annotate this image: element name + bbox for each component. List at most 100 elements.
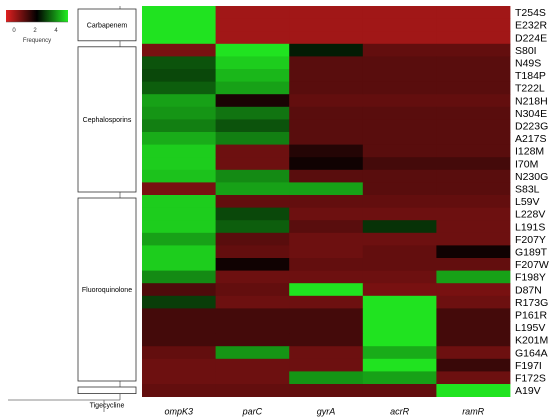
heatmap-cell-n49s-acrr [362,56,437,70]
heatmap-cell-d223g-gyra [289,119,364,133]
row-label: S80I [515,45,537,57]
heatmap-cell-e232r-ompk3 [142,18,216,32]
heatmap-cell-f198y-ramr [436,270,511,284]
heatmap-cell-n218h-parc [215,94,290,108]
heatmap-cell-s80i-ompk3 [142,43,216,57]
heatmap-cell-t254s-ompk3 [142,6,216,19]
heatmap-cell-k201m-parc [215,333,290,347]
row-label: A217S [515,133,547,145]
row-label: F207Y [515,234,546,246]
heatmap-cell-f197i-ompk3 [142,358,216,372]
row-label: F172S [515,373,546,385]
heatmap-cell-g189t-gyra [289,245,364,259]
heatmap-cell-r173g-acrr [362,295,437,309]
heatmap-cell-f207y-acrr [362,232,437,246]
heatmap-cell-t254s-ramr [436,6,511,19]
heatmap-cell-e232r-gyra [289,18,364,32]
heatmap-cell-f172s-acrr [362,371,437,385]
heatmap-cell-a19v-gyra [289,384,364,397]
heatmap-cell-g189t-parc [215,245,290,259]
heatmap-cell-f172s-gyra [289,371,364,385]
heatmap-cell-t222l-gyra [289,81,364,95]
heatmap-cell-s80i-gyra [289,43,364,57]
heatmap-cell-l191s-ompk3 [142,220,216,234]
row-label: I128M [515,146,544,158]
heatmap-cell-f197i-parc [215,358,290,372]
column-label: ompK3 [165,407,194,417]
row-label: E232R [515,20,548,32]
row-label: G164A [515,347,548,359]
heatmap-cell-l195v-gyra [289,321,364,334]
row-label: F207W [515,259,549,271]
heatmap-cell-f207y-gyra [289,232,364,246]
heatmap-cell-d223g-ompk3 [142,119,216,133]
heatmap-cell-l191s-acrr [362,220,437,234]
group-label: Tigecycline [90,403,125,410]
group-bracket-fluoroquinolone [77,197,137,382]
heatmap-cell-i70m-gyra [289,157,364,171]
heatmap-cell-d224e-gyra [289,31,364,45]
row-label: L195V [515,322,545,334]
heatmap-cell-a19v-ramr [436,384,511,397]
heatmap-cell-n218h-acrr [362,94,437,108]
heatmap-cell-g164a-ompk3 [142,346,216,360]
group-label: Fluoroquinolone [82,287,132,294]
heatmap-cell-t254s-gyra [289,6,364,19]
heatmap-cell-n218h-ramr [436,94,511,108]
heatmap-cell-f207y-ramr [436,232,511,246]
heatmap-cell-n304e-gyra [289,106,364,120]
row-label: D224E [515,32,547,44]
group-label: Cephalosporins [83,117,132,124]
heatmap-cell-i70m-ramr [436,157,511,171]
heatmap-cell-a217s-gyra [289,132,364,145]
group-bracket-carbapenem [77,8,137,42]
row-label: G189T [515,247,548,259]
heatmap-cell-g164a-gyra [289,346,364,360]
heatmap-cell-l228v-parc [215,207,290,221]
heatmap-cell-t184p-ompk3 [142,69,216,82]
heatmap-cell-s80i-parc [215,43,290,57]
row-label: D223G [515,121,548,133]
heatmap-cell-n49s-gyra [289,56,364,70]
column-labels: ompK3 parC gyrA acrR ramR [165,407,485,417]
heatmap-cell-i128m-parc [215,144,290,158]
heatmap-cell-n304e-parc [215,106,290,120]
heatmap-cell-p161r-parc [215,308,290,322]
heatmap-cell-i128m-ramr [436,144,511,158]
legend-tick-4: 4 [54,28,58,34]
heatmap-cell-g189t-ramr [436,245,511,259]
heatmap-cell-f198y-acrr [362,270,437,284]
column-label: acrR [390,407,410,417]
heatmap-cell-s83l-ramr [436,182,511,196]
heatmap-cell-k201m-acrr [362,333,437,347]
heatmap-cell-d87n-gyra [289,283,364,297]
heatmap-cell-d223g-acrr [362,119,437,133]
color-key-legend: 0 2 4 Frequency [6,10,68,44]
heatmap-cell-n304e-ramr [436,106,511,120]
row-label: L59V [515,196,540,208]
heatmap-cell-d224e-ompk3 [142,31,216,45]
heatmap-cell-n230g-gyra [289,169,364,183]
heatmap-cell-t222l-ramr [436,81,511,95]
heatmap-cell-p161r-ompk3 [142,308,216,322]
heatmap-cell-a19v-ompk3 [142,384,216,397]
heatmap-cell-f198y-gyra [289,270,364,284]
heatmap-cell-d223g-ramr [436,119,511,133]
row-label: T222L [515,83,545,95]
legend-label: Frequency [23,38,51,44]
heatmap-cell-f197i-acrr [362,358,437,372]
heatmap-cell-s83l-parc [215,182,290,196]
heatmap-cell-g164a-acrr [362,346,437,360]
heatmap-cell-n304e-ompk3 [142,106,216,120]
heatmap-cell-s80i-acrr [362,43,437,57]
heatmap-cell-l59v-ompk3 [142,195,216,208]
heatmap-cell-n218h-gyra [289,94,364,108]
heatmap-cell-r173g-ramr [436,295,511,309]
heatmap-cell-e232r-ramr [436,18,511,32]
row-label: N230G [515,171,548,183]
heatmap-cell-n49s-ompk3 [142,56,216,70]
heatmap-cell-l59v-ramr [436,195,511,208]
heatmap-cell-i128m-ompk3 [142,144,216,158]
heatmap-cell-t184p-gyra [289,69,364,82]
heatmap-cell-n230g-ramr [436,169,511,183]
